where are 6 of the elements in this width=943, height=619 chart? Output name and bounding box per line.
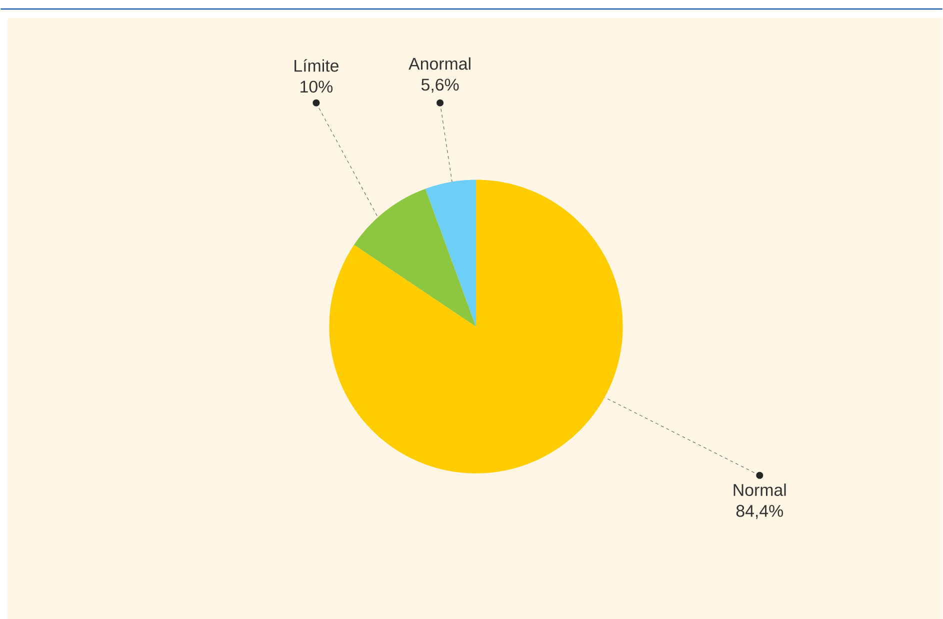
data-label: 5,6% [421,78,459,93]
data-label: 10% [300,80,333,93]
slice-label: Normal [734,483,786,496]
data-label: 84,4% [736,504,784,519]
slice-label: Anormal [408,57,470,70]
slice-label: Límite [294,59,338,72]
